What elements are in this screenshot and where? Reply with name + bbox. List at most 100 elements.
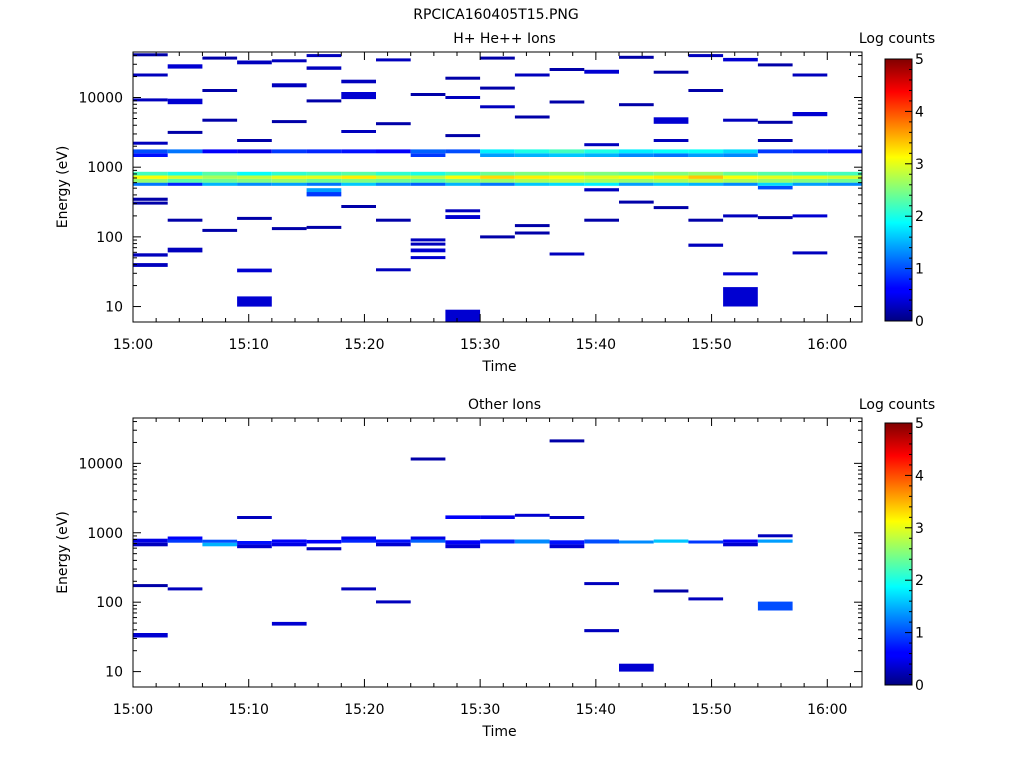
heatmap-cell — [445, 515, 481, 519]
x-axis-label: Time — [481, 724, 516, 740]
heatmap-cell — [723, 272, 758, 276]
heatmap-cell — [549, 516, 585, 519]
heatmap-cell — [584, 178, 619, 183]
heatmap-cell — [688, 178, 724, 183]
y-tick-label: 10 — [105, 300, 123, 316]
heatmap-cell — [167, 247, 203, 253]
colorbar-tick-label: 4 — [915, 468, 924, 484]
heatmap-cell — [133, 141, 168, 145]
colorbar-tick-label: 1 — [915, 626, 924, 642]
heatmap-cell — [237, 175, 272, 179]
colorbar-gradient — [884, 58, 913, 322]
heatmap-cell — [723, 57, 758, 62]
heatmap-cell — [653, 171, 689, 176]
heatmap-cell — [757, 63, 793, 67]
heatmap-cell — [792, 171, 828, 176]
heatmap-cell — [237, 544, 272, 549]
heatmap-cell — [202, 178, 238, 183]
heatmap-cell — [376, 600, 411, 604]
heatmap-cell — [584, 171, 619, 176]
heatmap-cell — [271, 539, 307, 543]
heatmap-cell — [167, 218, 203, 222]
heatmap-cell — [445, 175, 481, 179]
y-tick-label: 100 — [96, 230, 123, 246]
heatmap-cell — [653, 182, 689, 186]
heatmap-cell — [549, 540, 585, 545]
heatmap-cell — [480, 175, 515, 179]
x-tick-label: 15:40 — [576, 337, 616, 353]
heatmap-cell — [410, 248, 446, 253]
heatmap-cell — [376, 539, 411, 543]
heatmap-cell — [237, 516, 272, 519]
heatmap-cell — [653, 117, 689, 124]
heatmap-cell — [757, 601, 793, 611]
heatmap-cell — [133, 171, 168, 176]
heatmap-cell — [584, 149, 619, 154]
heatmap-cell — [133, 153, 168, 157]
heatmap-cell — [133, 201, 168, 205]
heatmap-cell — [723, 153, 758, 157]
colorbar-tick-label: 5 — [915, 416, 924, 432]
heatmap-cell — [688, 149, 724, 154]
heatmap-cell — [723, 539, 758, 543]
colorbar-tick-label: 5 — [915, 52, 924, 68]
heatmap-cell — [549, 439, 585, 443]
heatmap-cell — [445, 209, 481, 213]
heatmap-cell — [723, 287, 758, 307]
heatmap-cell — [271, 621, 307, 626]
heatmap-cell — [133, 98, 168, 102]
heatmap-cell — [549, 149, 585, 154]
colorbar-tick-label: 0 — [915, 314, 924, 330]
heatmap-cell — [619, 182, 654, 186]
heatmap-cell — [202, 228, 238, 232]
heatmap-cell — [133, 175, 168, 179]
heatmap-cell — [480, 153, 515, 157]
heatmap-cell — [202, 149, 238, 154]
heatmap-cell — [341, 79, 376, 84]
heatmap-cell — [445, 309, 481, 322]
heatmap-cell — [584, 539, 619, 544]
heatmap-cell — [237, 182, 272, 186]
heatmap-cell — [410, 178, 446, 183]
heatmap-cell — [167, 64, 203, 69]
heatmap-cell — [167, 175, 203, 179]
heatmap-cell — [480, 56, 515, 60]
heatmap-cell — [133, 182, 168, 186]
plot-frame — [132, 51, 863, 323]
heatmap-cell — [376, 542, 411, 547]
x-tick-label: 15:20 — [344, 337, 384, 353]
heatmap-cell — [619, 200, 654, 204]
heatmap-cell — [619, 663, 654, 672]
y-tick-label: 10000 — [78, 456, 123, 472]
heatmap-cell — [480, 539, 515, 544]
heatmap-cell — [341, 149, 376, 154]
heatmap-cell — [237, 149, 272, 154]
panel-title: H+ He++ Ions — [453, 31, 556, 47]
heatmap-cell — [237, 60, 272, 65]
colorbar-tick-label: 3 — [915, 157, 924, 173]
y-tick-label: 1000 — [87, 160, 123, 176]
y-axis-label: Energy (eV) — [55, 146, 71, 229]
heatmap-cell — [619, 540, 654, 544]
heatmap-cell — [271, 149, 307, 154]
heatmap-cells — [133, 53, 862, 322]
heatmap-cell — [514, 175, 550, 179]
heatmap-cell — [306, 547, 342, 551]
heatmap-cell — [306, 171, 342, 176]
heatmap-cell — [167, 130, 203, 134]
heatmap-cell — [619, 175, 654, 179]
heatmap-cell — [341, 539, 376, 543]
heatmap-cell — [445, 178, 481, 183]
heatmap-cell — [271, 171, 307, 176]
heatmap-cell — [445, 540, 481, 545]
heatmap-cell — [792, 112, 828, 117]
heatmap-cell — [306, 225, 342, 229]
heatmap-cell — [480, 178, 515, 183]
heatmap-cell — [410, 238, 446, 242]
y-axis-label: Energy (eV) — [55, 511, 71, 594]
x-tick-label: 16:00 — [807, 337, 847, 353]
heatmap-cell — [584, 629, 619, 633]
heatmap-cell — [202, 539, 238, 543]
heatmap-cell — [619, 178, 654, 183]
heatmap-cell — [723, 118, 758, 122]
